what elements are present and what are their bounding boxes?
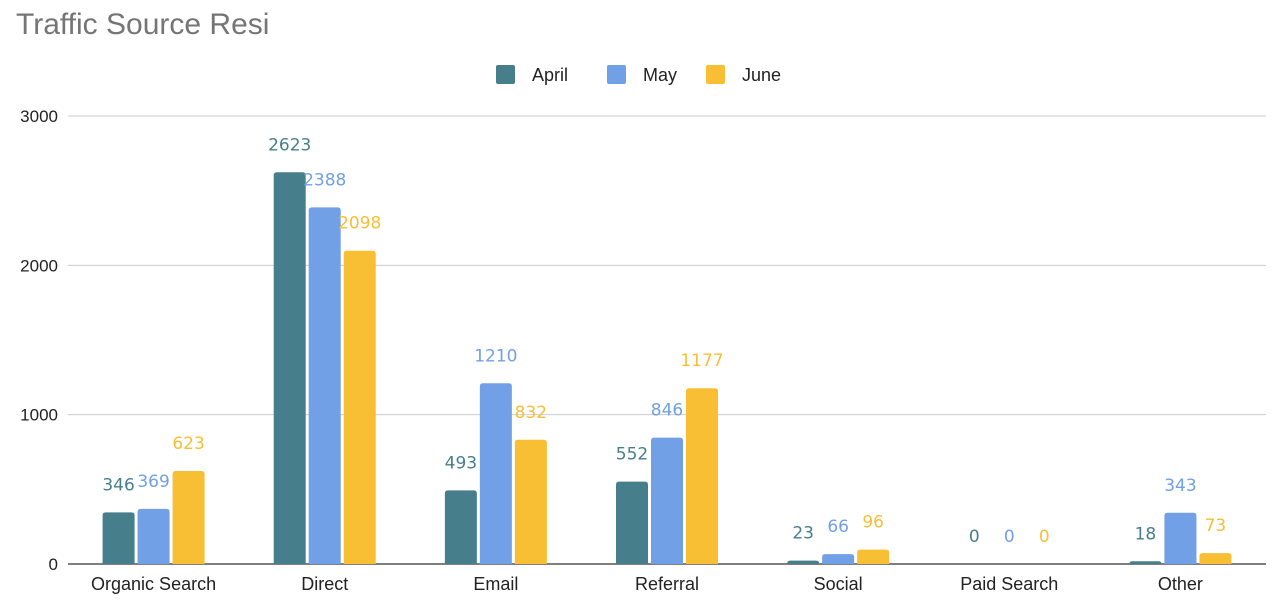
data-label: 832 [515,403,547,423]
gridlines [68,115,1266,565]
x-category-label: Social [814,574,863,594]
bar-may-social [822,554,855,564]
y-tick-label: 2000 [20,256,58,275]
data-label: 1177 [680,351,723,371]
bar-june-other [1199,553,1232,564]
data-label: 623 [172,434,204,454]
legend: April May June [496,65,781,85]
bar-may-organic-search [137,508,170,564]
data-label: 846 [651,401,683,421]
legend-swatch-may [607,65,626,84]
bar-may-direct [308,207,341,564]
x-category-label: Other [1158,574,1203,594]
legend-label-june: June [742,65,781,85]
y-tick-label: 1000 [20,406,58,425]
data-label: 0 [969,527,980,547]
bar-june-social [857,549,890,564]
bar-june-direct [343,250,376,564]
legend-label-april: April [532,65,568,85]
data-label: 23 [792,524,814,544]
y-tick-label: 3000 [20,107,58,126]
data-label: 552 [616,445,648,465]
y-tick-label: 0 [49,555,58,574]
bar-april-other [1129,561,1162,564]
bar-june-organic-search [172,470,205,564]
data-label: 0 [1039,527,1050,547]
bar-april-organic-search [102,512,135,564]
data-label: 369 [137,472,169,492]
data-label: 2388 [303,170,346,190]
data-label: 346 [102,475,134,495]
bar-april-direct [273,172,306,565]
x-category-label: Email [473,574,518,594]
legend-swatch-june [706,65,725,84]
legend-swatch-april [496,65,515,84]
bar-may-other [1164,512,1197,564]
x-category-label: Referral [635,574,699,594]
y-axis-ticks: 0 1000 2000 3000 [20,107,58,574]
data-label: 73 [1205,516,1227,536]
bars [102,172,1232,565]
data-label: 96 [862,513,884,533]
data-label: 2098 [338,214,381,234]
bar-june-email [514,439,547,564]
bar-june-referral [686,388,718,564]
bar-april-referral [616,481,648,564]
bar-april-social [787,560,820,564]
x-category-label: Direct [301,574,348,594]
data-label: 1210 [474,346,517,366]
x-category-label: Paid Search [960,574,1058,594]
data-label: 343 [1164,476,1196,496]
data-label: 2623 [268,135,311,155]
data-label: 493 [445,453,477,473]
data-label: 18 [1135,524,1157,544]
bar-april-email [444,490,477,564]
data-label: 0 [1004,527,1015,547]
bar-may-email [479,383,512,564]
x-category-label: Organic Search [91,574,216,594]
data-label: 66 [827,517,849,537]
legend-label-may: May [643,65,677,85]
chart-title: Traffic Source Resi [16,8,270,41]
bar-may-referral [651,437,683,564]
x-axis-categories: Organic Search Direct Email Referral Social P… [91,574,1203,594]
